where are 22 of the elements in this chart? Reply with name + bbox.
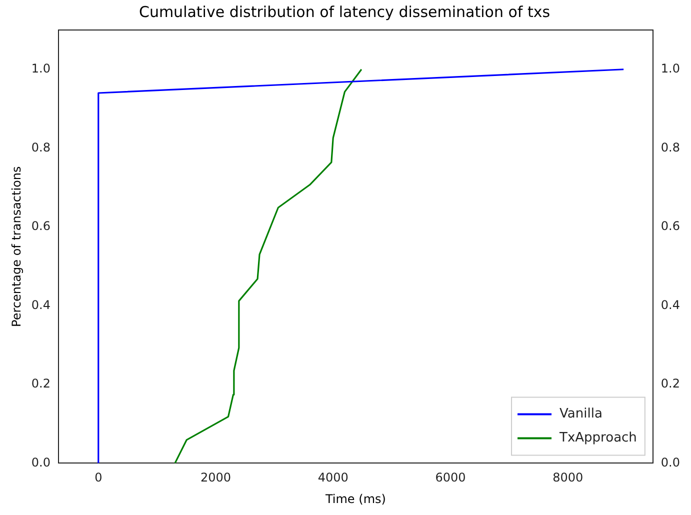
legend-label: TxApproach	[558, 430, 637, 446]
y-tick-label: 0.0	[31, 455, 50, 470]
legend-label: Vanilla	[560, 406, 602, 422]
y2-tick-label: 0.6	[660, 219, 680, 234]
y-tick-label: 0.6	[31, 219, 50, 234]
x-tick-label: 8000	[552, 470, 584, 485]
y-tick-label: 0.8	[31, 140, 50, 154]
y-tick-label: 0.2	[31, 376, 50, 391]
y2-tick-label: 0.8	[660, 140, 680, 154]
y2-tick-label: 0.0	[660, 455, 680, 470]
chart-title: Cumulative distribution of latency dissemination of txs	[138, 2, 550, 21]
x-tick-label: 0	[94, 470, 102, 485]
x-tick-label: 4000	[318, 470, 348, 485]
y2-tick-label: 1.0	[660, 62, 680, 76]
x-tick-label: 6000	[435, 470, 466, 485]
y-tick-label: 0.4	[31, 298, 50, 312]
y-tick-label: 1.0	[31, 62, 50, 76]
x-axis-title: Time (ms)	[324, 492, 386, 506]
y-axis-title: Percentage of transactions	[9, 166, 24, 327]
y2-tick-label: 0.2	[660, 376, 680, 391]
x-tick-label: 2000	[200, 470, 232, 485]
y2-tick-label: 0.4	[660, 298, 680, 312]
